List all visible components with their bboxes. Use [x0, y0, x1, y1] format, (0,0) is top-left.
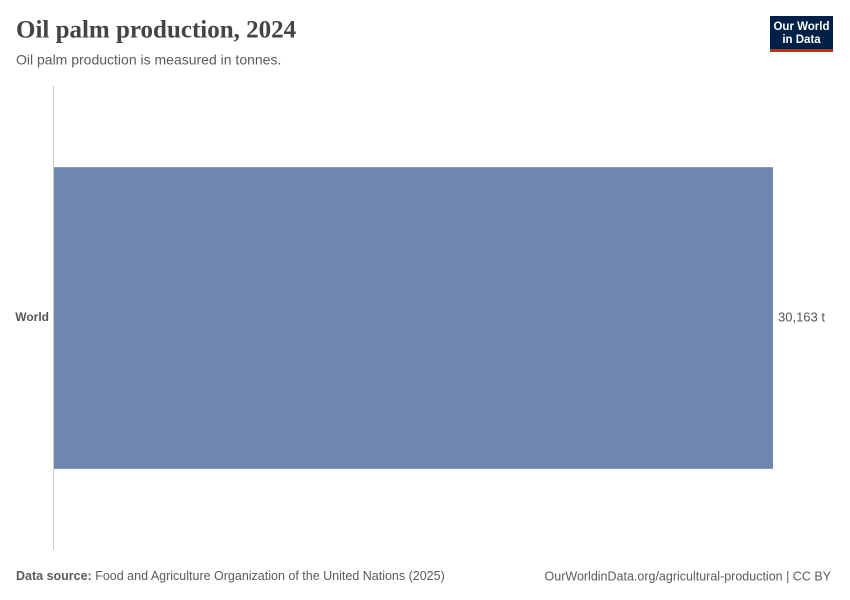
chart-title: Oil palm production, 2024 — [16, 17, 297, 44]
bar — [54, 167, 773, 469]
logo-stripe — [770, 49, 833, 52]
source-text: Food and Agriculture Organization of the… — [95, 569, 445, 583]
source-label: Data source: — [16, 569, 92, 583]
value-label: 30,163 t — [778, 309, 825, 324]
chart-subtitle: Oil palm production is measured in tonne… — [16, 52, 281, 68]
logo-text: in Data — [782, 34, 821, 46]
logo-text: Our World — [773, 21, 829, 33]
source-url[interactable]: OurWorldinData.org/agricultural-producti… — [545, 569, 832, 583]
logo-box — [770, 16, 833, 52]
category-label: World — [15, 310, 49, 324]
source: Data source: Food and Agriculture Organi… — [16, 569, 445, 583]
logo[interactable]: Our World in Data — [770, 16, 833, 52]
